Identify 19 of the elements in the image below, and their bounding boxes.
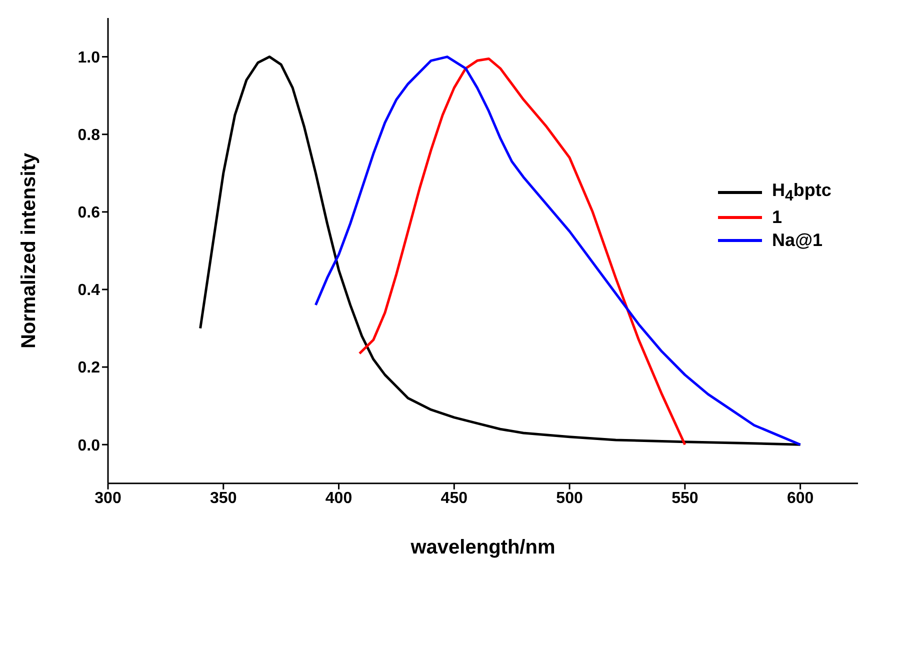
y-tick-label: 0.0 [78, 437, 100, 454]
legend-label: H$_{4}$bptc [772, 180, 832, 205]
legend-label: 1 [772, 206, 782, 228]
legend-label: Na@1 [772, 230, 823, 251]
x-tick-label: 450 [440, 490, 468, 507]
x-tick-label: 550 [672, 490, 698, 507]
line-series [358, 57, 686, 446]
x-axis-title: wavelength/nm [410, 536, 556, 558]
y-tick-label: 0.2 [78, 360, 100, 377]
x-tick-label: 600 [786, 490, 814, 507]
x-tick-label: 400 [325, 490, 352, 507]
x-tick-label: 500 [556, 490, 583, 507]
y-tick-label: 0.6 [78, 204, 100, 222]
y-tick-label: 1.0 [78, 49, 100, 66]
x-tick-label: 350 [210, 490, 237, 507]
x-tick-label: 300 [94, 490, 122, 507]
y-axis-title: Normalized intensity [18, 152, 40, 349]
y-tick-label: 0.8 [78, 127, 100, 144]
y-tick-label: 0.4 [78, 282, 100, 300]
